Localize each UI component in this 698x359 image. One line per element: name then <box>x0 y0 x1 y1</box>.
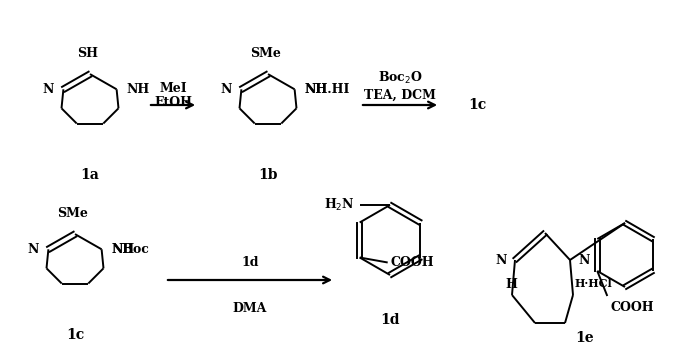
Text: Boc$_2$O: Boc$_2$O <box>378 70 422 86</box>
Text: SH: SH <box>77 47 98 60</box>
Text: 1b: 1b <box>258 168 278 182</box>
Text: EtOH: EtOH <box>154 97 192 109</box>
Text: NH: NH <box>126 83 150 96</box>
Text: COOH: COOH <box>610 301 654 314</box>
Text: H·HCl: H·HCl <box>575 278 613 289</box>
Text: N: N <box>27 243 38 256</box>
Text: 1c: 1c <box>66 328 84 342</box>
Text: TEA, DCM: TEA, DCM <box>364 89 436 102</box>
Text: NH: NH <box>304 83 328 96</box>
Text: NH: NH <box>112 243 135 256</box>
Text: DMA: DMA <box>233 302 267 314</box>
Text: 1c: 1c <box>468 98 487 112</box>
Text: MeI: MeI <box>159 81 187 94</box>
Text: H: H <box>505 278 517 291</box>
Text: N: N <box>496 253 507 266</box>
Text: SMe: SMe <box>57 207 89 220</box>
Text: 1d: 1d <box>380 313 400 327</box>
Text: COOH: COOH <box>391 256 434 269</box>
Text: N: N <box>578 253 589 266</box>
Text: NH.HI: NH.HI <box>304 83 350 96</box>
Text: H$_2$N: H$_2$N <box>325 197 355 213</box>
Text: 1e: 1e <box>576 331 594 345</box>
Text: 1d: 1d <box>242 256 259 270</box>
Text: SMe: SMe <box>251 47 281 60</box>
Text: NBoc: NBoc <box>112 243 149 256</box>
Text: N: N <box>220 83 232 96</box>
Text: 1a: 1a <box>80 168 99 182</box>
Text: N: N <box>42 83 54 96</box>
